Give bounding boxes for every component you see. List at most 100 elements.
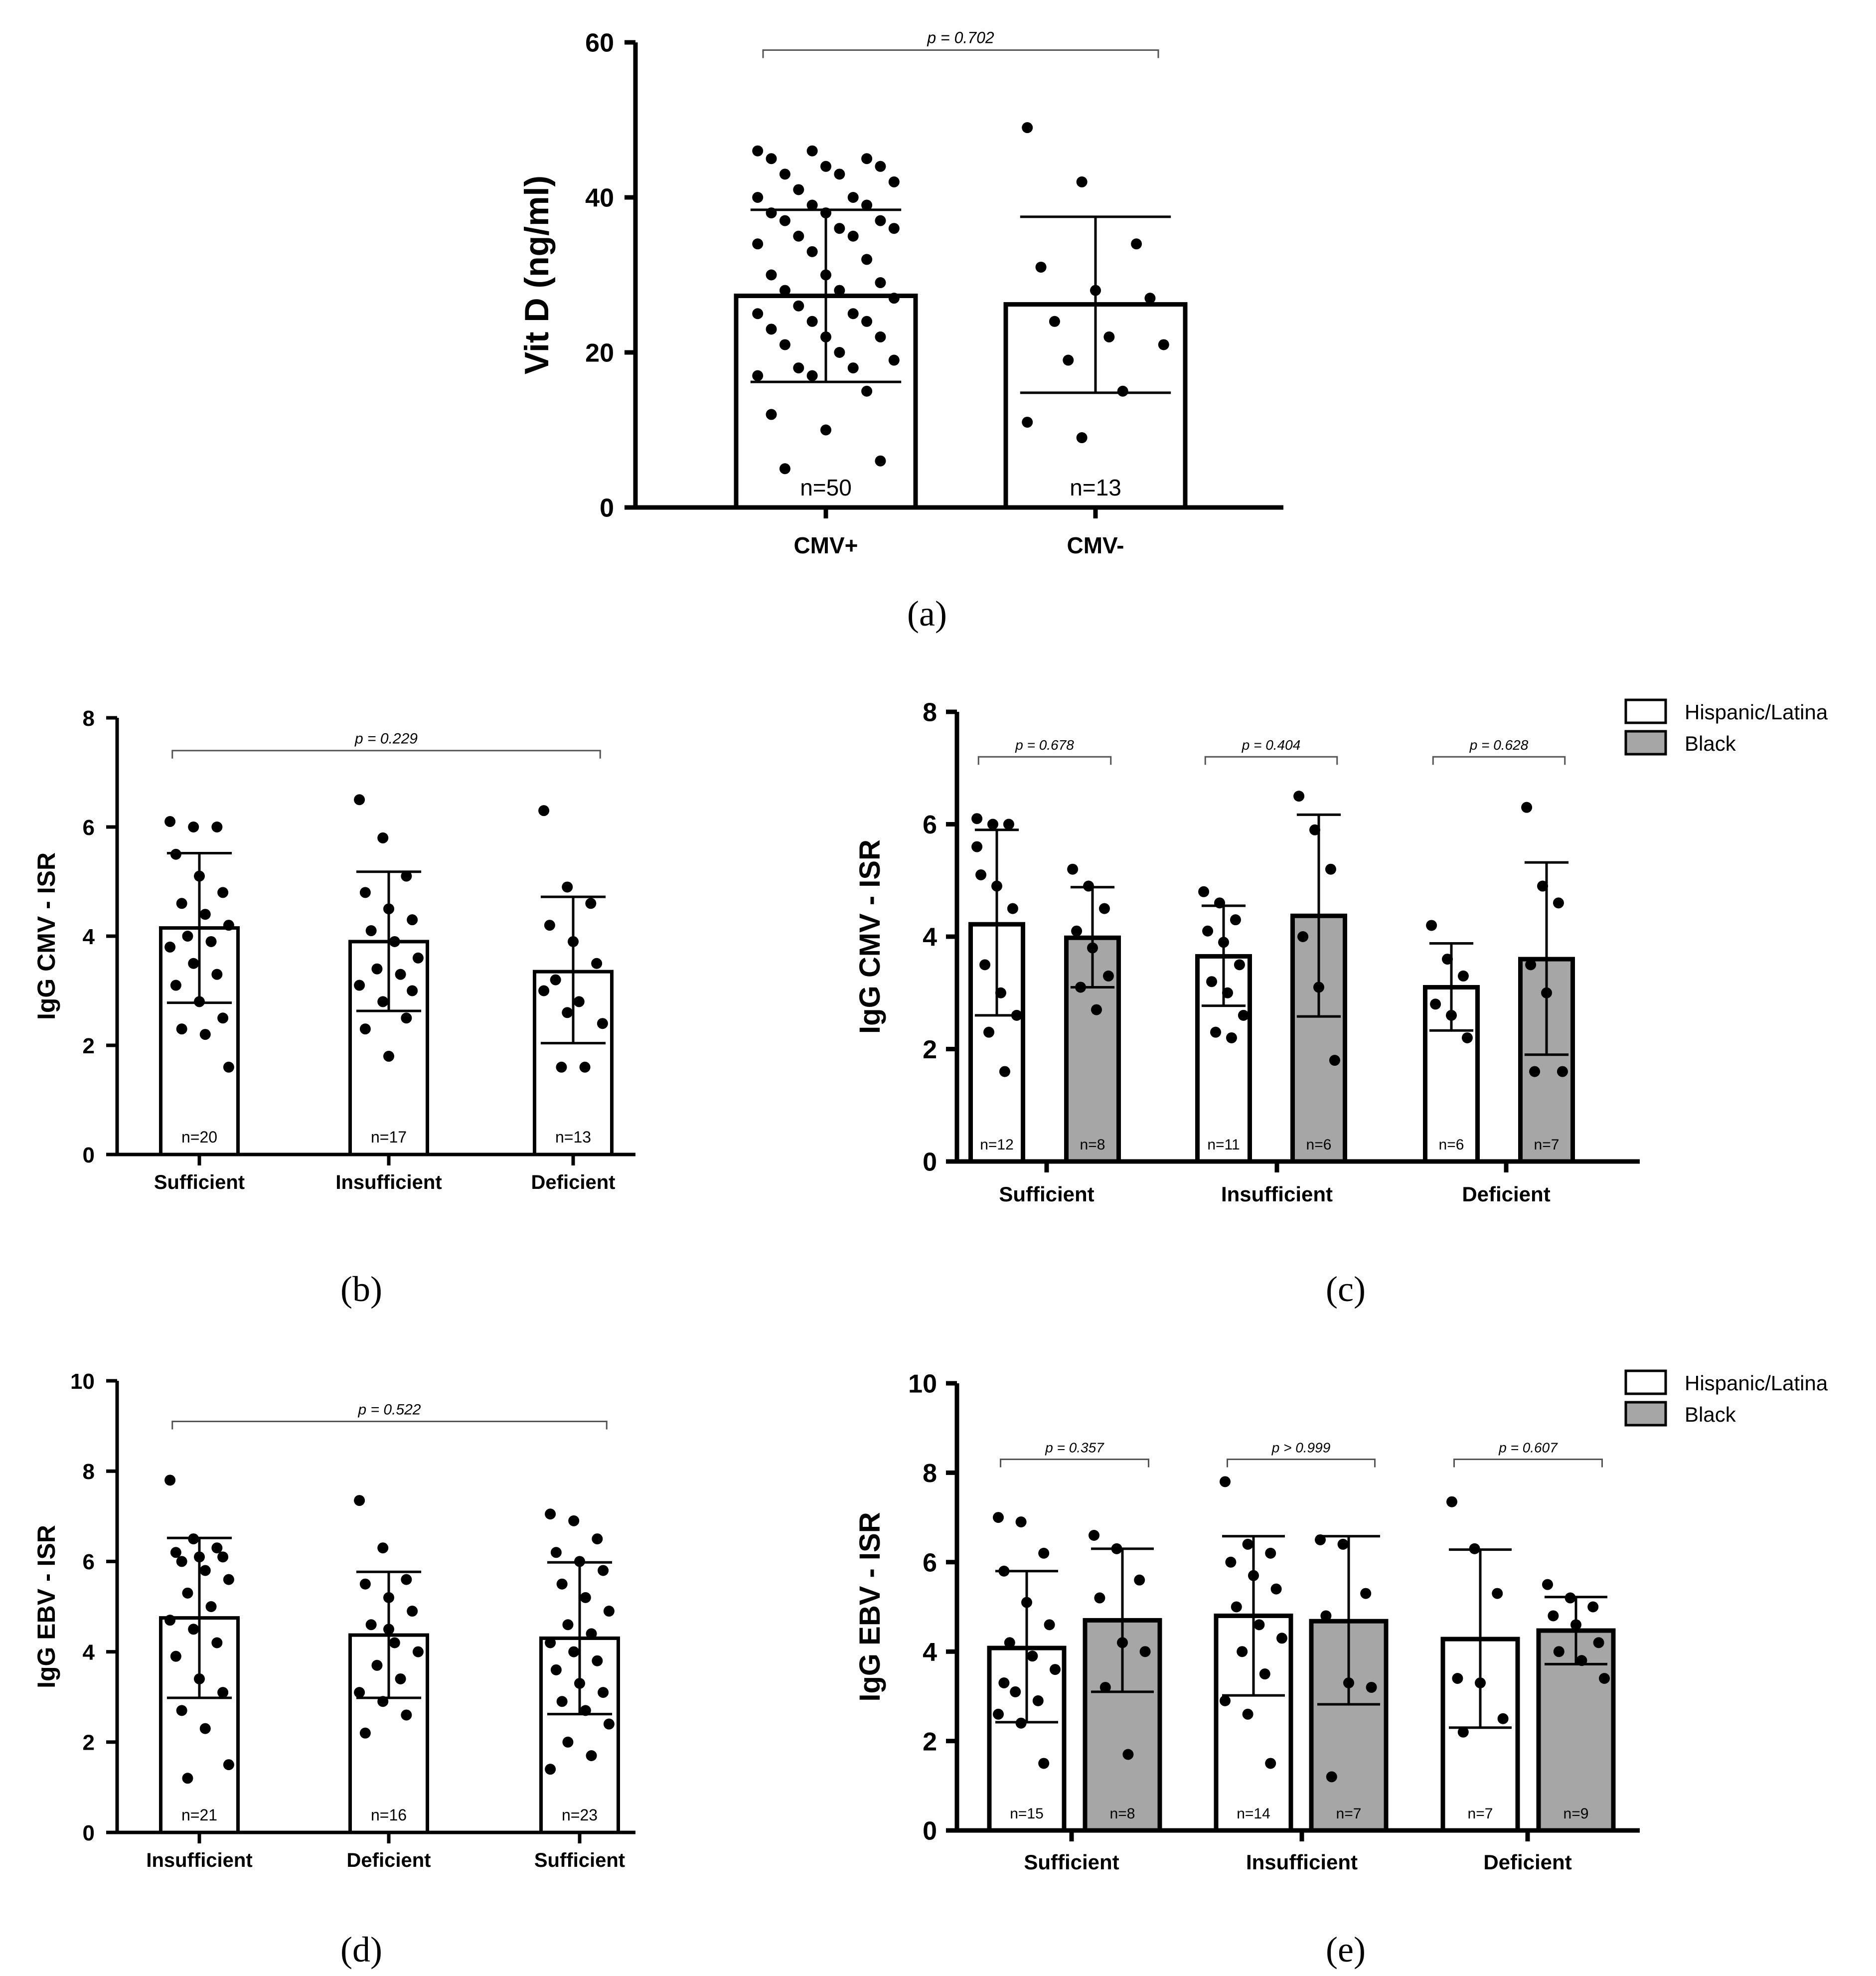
x-category-label: Sufficient [1024, 1850, 1119, 1874]
data-point [1131, 238, 1142, 250]
data-point [1098, 903, 1110, 914]
data-point [217, 1012, 229, 1024]
data-point [592, 1533, 603, 1545]
data-point [1230, 914, 1241, 926]
panel-label-b: (b) [340, 1269, 382, 1309]
data-point [1337, 1538, 1349, 1550]
data-point [1570, 1619, 1581, 1631]
data-point [603, 1606, 615, 1617]
data-point [585, 898, 597, 909]
data-point [1022, 122, 1033, 134]
data-point [991, 880, 1002, 892]
data-point [383, 903, 394, 915]
data-point [834, 347, 845, 358]
significance-bracket [171, 750, 601, 759]
data-point [176, 898, 187, 909]
panel-e-chart: 0 2 4 6 8 10 IgG EBV - ISR Sufficient Insufficie… [854, 1370, 1640, 1874]
data-point [1452, 1673, 1463, 1684]
y-tick-label: 2 [923, 1035, 937, 1064]
data-point [1426, 920, 1437, 931]
data-point [359, 1023, 371, 1035]
data-point [847, 308, 859, 320]
data-point [1259, 1668, 1270, 1680]
n-label: n=13 [555, 1128, 591, 1146]
data-point [1576, 1655, 1587, 1666]
n-label: n=8 [1110, 1806, 1135, 1822]
data-point [1366, 1681, 1377, 1693]
data-point [1237, 1646, 1248, 1657]
data-point [1564, 1592, 1576, 1604]
legend-c: Hispanic/Latina Black [1624, 698, 1828, 756]
p-value-label: p = 0.702 [927, 29, 994, 47]
significance-bracket [1227, 1458, 1376, 1468]
data-point [170, 1547, 181, 1558]
y-tick-label: 8 [923, 1459, 937, 1488]
x-category-label: Deficient [1462, 1182, 1550, 1206]
x-category-label: Deficient [1483, 1850, 1571, 1874]
data-point [377, 832, 389, 843]
data-point [1117, 1637, 1128, 1648]
p-value-label: p = 0.607 [1498, 1440, 1558, 1455]
data-point [1210, 1026, 1222, 1038]
data-point [1553, 1646, 1564, 1657]
p-value-label: p = 0.522 [358, 1402, 421, 1418]
data-point [1134, 1574, 1145, 1586]
n-label: n=7 [1468, 1806, 1493, 1822]
significance-bracket [762, 49, 1159, 58]
data-point [1525, 959, 1537, 971]
data-point [574, 1556, 585, 1567]
data-point [820, 207, 831, 219]
data-point [205, 936, 217, 947]
y-tick-label: 8 [923, 698, 937, 727]
data-point [820, 424, 831, 436]
data-point [395, 1673, 406, 1684]
data-point [752, 238, 764, 250]
data-point [1071, 925, 1083, 937]
x-category-label: Sufficient [999, 1182, 1094, 1206]
data-point [223, 1574, 234, 1585]
data-point [217, 1551, 229, 1563]
data-point [579, 1061, 591, 1073]
data-point [1111, 1543, 1122, 1554]
y-tick-label: 60 [585, 29, 614, 58]
data-point [176, 1705, 187, 1716]
data-point [545, 1637, 556, 1648]
data-point [205, 1601, 217, 1612]
x-category-label: Deficient [531, 1171, 616, 1193]
data-point [176, 1023, 187, 1035]
data-point [1198, 886, 1210, 897]
data-point [1226, 1032, 1237, 1043]
significance-bracket [1204, 756, 1338, 765]
data-point [1329, 1055, 1340, 1066]
data-point [1044, 1619, 1055, 1631]
data-point [586, 1628, 597, 1640]
y-tick-label: 8 [83, 706, 95, 731]
data-point [389, 1637, 400, 1648]
data-point [359, 887, 371, 898]
data-point [1587, 1601, 1599, 1613]
y-tick-label: 2 [83, 1034, 95, 1058]
x-category-label: Sufficient [154, 1171, 245, 1193]
data-point [1475, 1677, 1486, 1688]
data-point [1218, 937, 1229, 948]
data-point [580, 1592, 591, 1603]
x-category-label: CMV+ [793, 532, 858, 558]
y-tick-label: 6 [923, 1549, 937, 1578]
n-label: n=6 [1306, 1137, 1332, 1153]
data-point [188, 1624, 199, 1635]
data-point [562, 1007, 573, 1018]
legend-label-black: Black [1685, 1403, 1736, 1426]
data-point [1497, 1713, 1509, 1724]
data-point [1158, 339, 1169, 350]
data-point [1326, 1771, 1337, 1783]
y-axis-title: IgG CMV - ISR [854, 839, 886, 1034]
panel-c-chart: 0 2 4 6 8 IgG CMV - ISR Sufficient Insufficient… [854, 698, 1640, 1206]
legend-label-black: Black [1685, 732, 1736, 755]
data-point [401, 1012, 412, 1024]
n-label: n=7 [1336, 1806, 1362, 1822]
data-point [598, 1687, 609, 1698]
data-point [401, 870, 412, 882]
data-point [550, 1664, 562, 1675]
data-point [592, 1655, 603, 1666]
data-point [395, 969, 406, 980]
